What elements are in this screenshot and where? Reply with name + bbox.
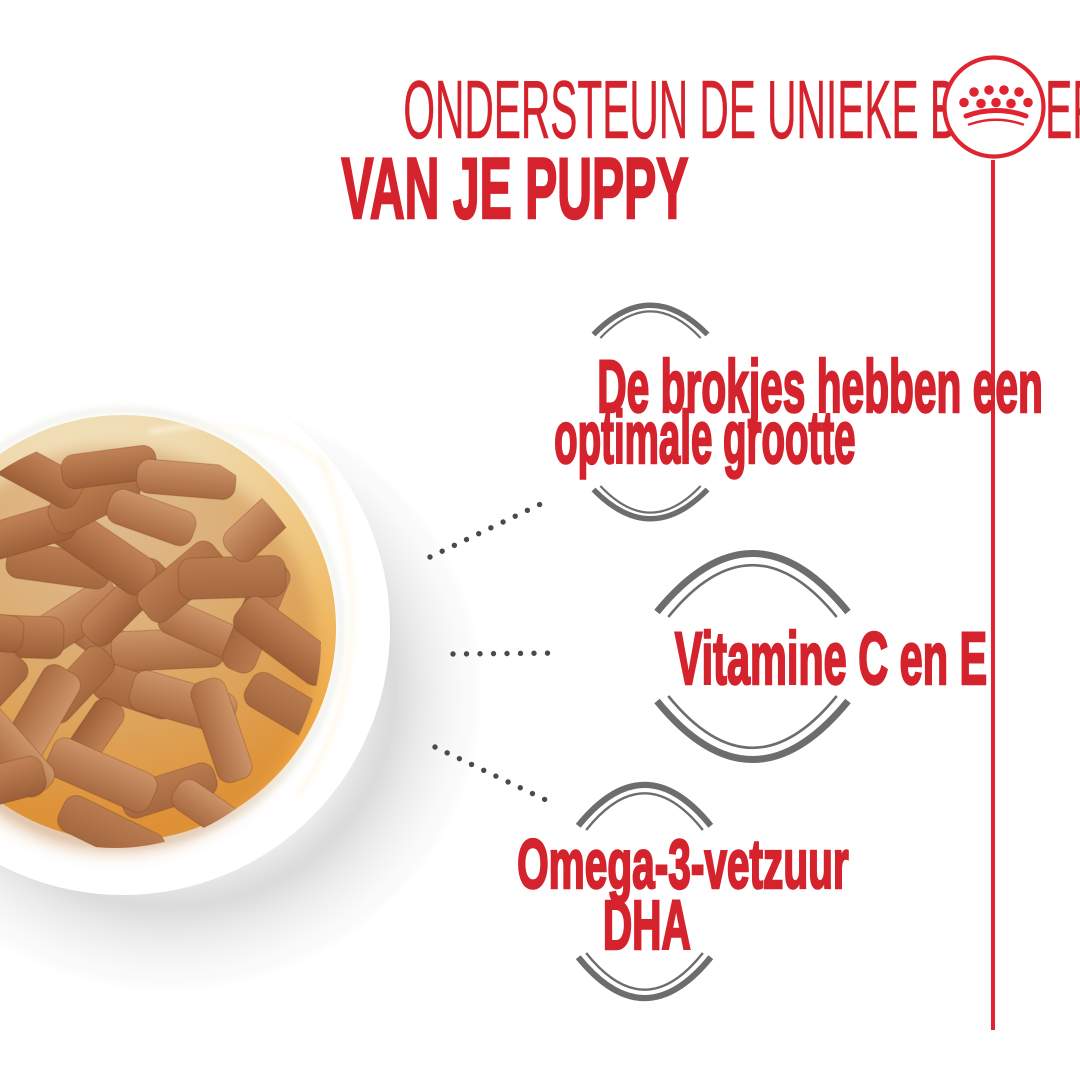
- callout-2-line-1: Vitamine C en E: [674, 617, 988, 700]
- crown-dots: [959, 85, 1033, 109]
- callout-1-text: De brokjes hebben een optimale grootte: [415, 348, 1043, 479]
- callout-3-line-2: DHA: [602, 886, 691, 964]
- headline-line-2: VAN JE PUPPY: [0, 141, 1030, 237]
- crown-base-arc: [963, 108, 1029, 119]
- chevron-up-decoration-3: [575, 781, 714, 831]
- headline-line-2-text: VAN JE PUPPY: [341, 141, 689, 237]
- gravy-highlight-2: [149, 423, 332, 474]
- dotted-line-to-callout-2: [450, 650, 563, 657]
- chevron-up-decoration-2: [654, 550, 851, 618]
- food-chunks: [0, 436, 321, 848]
- chevron-down-decoration-1: [591, 485, 710, 522]
- gravy-highlight: [295, 453, 356, 797]
- logo-circle: [942, 55, 1046, 159]
- callout-3-line-1: Omega-3-vetzuur: [516, 825, 849, 903]
- vertical-accent-line: [991, 160, 995, 1030]
- callout-3-text: Omega-3-vetzuur DHA: [397, 825, 897, 964]
- crown-base-thin-arc: [967, 118, 1025, 126]
- royal-canin-crown-icon: [942, 55, 1046, 159]
- chevron-down-decoration-2: [654, 695, 851, 763]
- headline-line-1: ONDERSTEUN DE UNIEKE BEHOEFTEN: [0, 68, 1080, 152]
- callout-1-line-2: optimale grootte: [553, 396, 856, 479]
- puppy-food-bowl-image: [0, 392, 483, 992]
- callout-2-text: Vitamine C en E: [552, 617, 988, 700]
- chevron-down-decoration-3: [575, 952, 714, 1002]
- dotted-line-to-callout-3: [432, 744, 551, 804]
- dotted-line-to-callout-1: [427, 497, 552, 560]
- chevron-up-decoration-1: [591, 302, 710, 339]
